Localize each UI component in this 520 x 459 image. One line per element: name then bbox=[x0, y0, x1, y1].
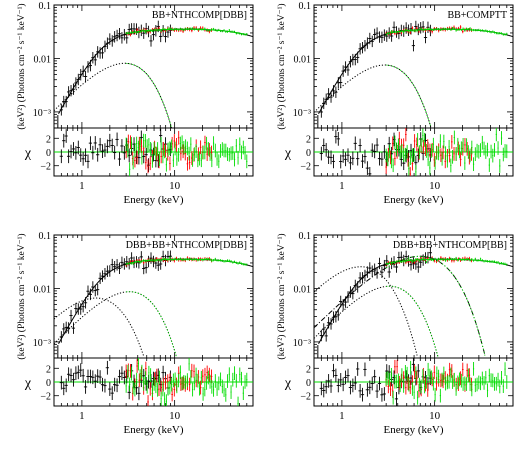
top-frame bbox=[53, 4, 254, 129]
model-curve-overlay bbox=[126, 291, 178, 358]
residual-y-axis-label: χ bbox=[24, 376, 32, 391]
y-tick-label: 0.01 bbox=[294, 284, 312, 295]
y-axis-label: (keV²) (Photons cm⁻² s⁻¹ keV⁻¹) bbox=[16, 3, 27, 129]
model-label: DBB+BB+NTHCOMP[DBB] bbox=[126, 240, 247, 251]
x-tick-label: 1 bbox=[339, 410, 345, 422]
residual-y-tick-label: −2 bbox=[40, 162, 51, 173]
panel-top-left: 1 10 Energy (keV) 10⁻³ 0.01 0.1 (keV²) (Photon… bbox=[16, 1, 254, 206]
model-curve-blackbody bbox=[313, 285, 439, 357]
y-tick-label: 0.1 bbox=[39, 231, 52, 242]
residual-y-tick-label: 2 bbox=[46, 364, 51, 375]
y-axis-label: (keV²) (Photons cm⁻² s⁻¹ keV⁻¹) bbox=[276, 3, 287, 129]
residual-y-axis-label: χ bbox=[284, 146, 292, 161]
residual-y-tick-label: 0 bbox=[46, 378, 51, 389]
top-frame bbox=[313, 234, 514, 359]
panel-bottom-left: 1 10 Energy (keV) 10⁻³ 0.01 0.1 (keV²) (Photon… bbox=[16, 231, 254, 436]
panel-bottom-right: 1 10 Energy (keV) 10⁻³ 0.01 0.1 (keV²) (Photon… bbox=[276, 231, 514, 436]
top-frame bbox=[53, 234, 254, 359]
y-tick-label: 10⁻³ bbox=[33, 108, 51, 119]
y-tick-label: 10⁻³ bbox=[33, 338, 51, 349]
y-tick-label: 10⁻³ bbox=[293, 338, 311, 349]
y-tick-label: 10⁻³ bbox=[293, 108, 311, 119]
residual-y-tick-label: −2 bbox=[300, 162, 311, 173]
model-curve-overlay bbox=[126, 62, 172, 128]
x-axis-label: Energy (keV) bbox=[384, 424, 444, 436]
residual-y-tick-label: 0 bbox=[46, 148, 51, 159]
x-axis-label: Energy (keV) bbox=[384, 194, 444, 206]
panel-top-right: 1 10 Energy (keV) 10⁻³ 0.01 0.1 (keV²) (Photon… bbox=[276, 1, 514, 206]
x-tick-label: 1 bbox=[339, 180, 345, 192]
residual-y-tick-label: 0 bbox=[306, 148, 311, 159]
y-axis-label: (keV²) (Photons cm⁻² s⁻¹ keV⁻¹) bbox=[16, 233, 27, 359]
y-tick-label: 0.1 bbox=[39, 1, 52, 12]
model-curve-blackbody bbox=[53, 291, 177, 356]
residual-y-axis-label: χ bbox=[284, 376, 292, 391]
model-curve-overlay bbox=[386, 28, 507, 36]
model-label: BB+NTHCOMP[DBB] bbox=[152, 10, 247, 21]
y-tick-label: 0.1 bbox=[299, 231, 312, 242]
y-tick-label: 0.01 bbox=[294, 54, 312, 65]
model-label: BB+COMPTT bbox=[447, 10, 507, 21]
y-tick-label: 0.01 bbox=[34, 54, 52, 65]
residual-y-tick-label: −2 bbox=[300, 392, 311, 403]
model-curve-overlay bbox=[126, 258, 247, 266]
y-tick-label: 0.01 bbox=[34, 284, 52, 295]
model-curve-overlay bbox=[126, 28, 247, 36]
y-tick-label: 0.1 bbox=[299, 1, 312, 12]
x-tick-label: 10 bbox=[169, 410, 181, 422]
model-curve-blackbody bbox=[53, 62, 173, 129]
model-curve-total bbox=[58, 258, 254, 345]
x-tick-label: 10 bbox=[169, 180, 181, 192]
x-tick-label: 1 bbox=[79, 180, 85, 192]
model-curve-diskbb bbox=[53, 297, 145, 356]
model-curve-comptonized bbox=[313, 255, 486, 356]
residual-y-tick-label: −2 bbox=[40, 392, 51, 403]
x-tick-label: 1 bbox=[79, 410, 85, 422]
residual-y-tick-label: 2 bbox=[46, 134, 51, 145]
residual-y-axis-label: χ bbox=[24, 146, 32, 161]
residual-y-tick-label: 2 bbox=[306, 134, 311, 145]
x-tick-label: 10 bbox=[429, 410, 441, 422]
model-label: DBB+BB+NTHCOMP[BB] bbox=[393, 240, 507, 251]
model-curve-overlay bbox=[386, 258, 507, 266]
model-curve-blackbody bbox=[313, 64, 432, 127]
model-curve-overlay bbox=[386, 64, 432, 127]
x-axis-label: Energy (keV) bbox=[124, 194, 184, 206]
model-curve-diskbb bbox=[313, 266, 418, 356]
top-frame bbox=[313, 4, 514, 129]
residual-y-tick-label: 2 bbox=[306, 364, 311, 375]
y-axis-label: (keV²) (Photons cm⁻² s⁻¹ keV⁻¹) bbox=[276, 233, 287, 359]
x-axis-label: Energy (keV) bbox=[124, 424, 184, 436]
model-curve-overlay bbox=[386, 285, 439, 358]
model-curve-overlay bbox=[385, 255, 486, 356]
x-tick-label: 10 bbox=[429, 180, 441, 192]
residual-y-tick-label: 0 bbox=[306, 378, 311, 389]
